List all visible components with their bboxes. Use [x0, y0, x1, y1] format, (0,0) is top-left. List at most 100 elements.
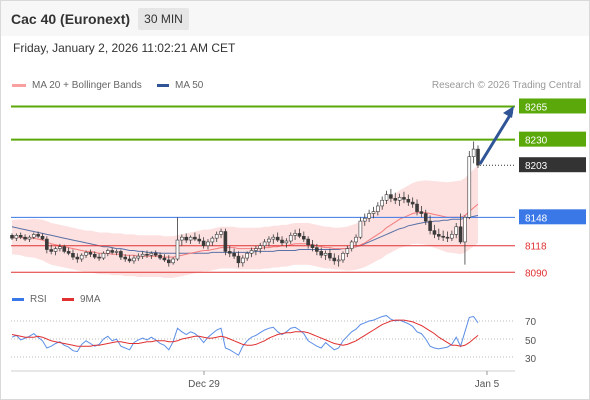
- level-tag-8203: [519, 157, 586, 173]
- candle-body: [476, 148, 480, 166]
- level-tag-8148: [519, 209, 586, 225]
- candle-body: [463, 217, 467, 243]
- candle-body: [323, 253, 328, 256]
- candle-body: [162, 257, 167, 261]
- candle-body: [297, 233, 302, 237]
- rsi-line: [11, 315, 479, 356]
- candle-body: [40, 235, 45, 240]
- level-label-8265: 8265: [525, 102, 548, 113]
- candle-body: [158, 254, 162, 259]
- candle-body: [471, 148, 476, 157]
- candle-body: [367, 213, 371, 219]
- candle-body: [219, 231, 223, 235]
- level-tag-8265: [519, 98, 586, 114]
- candle-body: [193, 236, 197, 240]
- header-bar: Cac 40 (Euronext) 30 MIN: [1, 1, 589, 36]
- candle-body: [245, 253, 249, 259]
- candle-body: [362, 217, 367, 222]
- timeframe-button[interactable]: 30 MIN: [138, 8, 189, 30]
- candle-body: [293, 233, 297, 236]
- candle-body: [66, 251, 71, 254]
- candle-body: [206, 241, 210, 247]
- candle-body: [123, 256, 128, 260]
- candle-body: [114, 251, 119, 253]
- candle-body: [310, 244, 315, 248]
- candle-body: [188, 236, 193, 241]
- candle-body: [175, 239, 180, 260]
- rsi-ma-label: 9MA: [80, 294, 101, 305]
- candle-body: [345, 248, 350, 254]
- rsi-ma-line: [11, 319, 479, 347]
- candle-body: [358, 220, 363, 238]
- candle-body: [454, 226, 459, 235]
- candle-body: [227, 251, 232, 254]
- candle-body: [258, 245, 263, 249]
- candle-body: [336, 259, 341, 262]
- candle-body: [132, 257, 136, 262]
- candle-body: [275, 236, 280, 241]
- candle-body: [410, 201, 415, 205]
- candle-body: [423, 213, 428, 222]
- level-label-8148: 8148: [525, 213, 548, 224]
- candle-body: [441, 235, 445, 238]
- candle-body: [14, 235, 19, 239]
- candle-body: [341, 253, 345, 261]
- candle-body: [301, 235, 306, 240]
- rsi-ma-swatch: [62, 297, 74, 301]
- candle-body: [432, 230, 437, 235]
- candle-body: [197, 238, 202, 242]
- candle-body: [450, 234, 454, 239]
- instrument-title: Cac 40 (Euronext): [11, 11, 131, 27]
- candle-body: [75, 256, 80, 260]
- candle-body: [384, 194, 389, 201]
- level-label-8090: 8090: [525, 268, 548, 279]
- candle-body: [23, 236, 27, 240]
- candle-body: [406, 199, 411, 203]
- candle-body: [127, 258, 132, 262]
- candle-body: [171, 258, 175, 264]
- candle-body: [376, 205, 380, 212]
- level-label-8230: 8230: [525, 136, 548, 147]
- candle-body: [389, 194, 393, 199]
- candle-body: [92, 253, 97, 258]
- candle-body: [328, 253, 332, 259]
- candle-body: [445, 236, 450, 239]
- candle-body: [62, 246, 67, 252]
- ma20-swatch: [12, 83, 26, 87]
- ma50-swatch: [157, 83, 169, 87]
- candle-body: [271, 236, 276, 240]
- candle-body: [306, 238, 310, 246]
- candle-body: [332, 257, 337, 262]
- candle-body: [10, 235, 14, 239]
- level-label-8203: 8203: [525, 161, 548, 172]
- rsi-level-50: 50: [525, 336, 537, 347]
- legend-ma20: MA 20 + Bollinger Bands: [12, 80, 142, 91]
- candle-body: [53, 248, 58, 252]
- candle-body: [214, 234, 219, 239]
- candle-body: [49, 249, 53, 252]
- candle-body: [79, 254, 84, 260]
- candle-body: [27, 236, 32, 240]
- candle-body: [402, 197, 406, 200]
- rsi-level-30: 30: [525, 354, 537, 365]
- candle-body: [101, 253, 106, 259]
- candle-body: [467, 156, 472, 218]
- candle-body: [319, 251, 324, 256]
- candle-body: [180, 236, 184, 241]
- candle-body: [284, 240, 289, 244]
- candle-body: [397, 197, 402, 201]
- ma50-line: [11, 214, 479, 254]
- candle-body: [232, 253, 236, 257]
- candle-body: [45, 238, 49, 250]
- candle-body: [415, 203, 419, 212]
- candle-body: [254, 248, 258, 251]
- legend-ma50: MA 50: [157, 80, 203, 91]
- candle-body: [110, 250, 114, 253]
- forecast-arrow: [478, 111, 514, 165]
- candle-body: [140, 253, 145, 257]
- level-tag-8230: [519, 131, 586, 147]
- rsi-level-70: 70: [525, 317, 537, 328]
- candle-body: [166, 259, 171, 264]
- candle-body: [71, 253, 75, 258]
